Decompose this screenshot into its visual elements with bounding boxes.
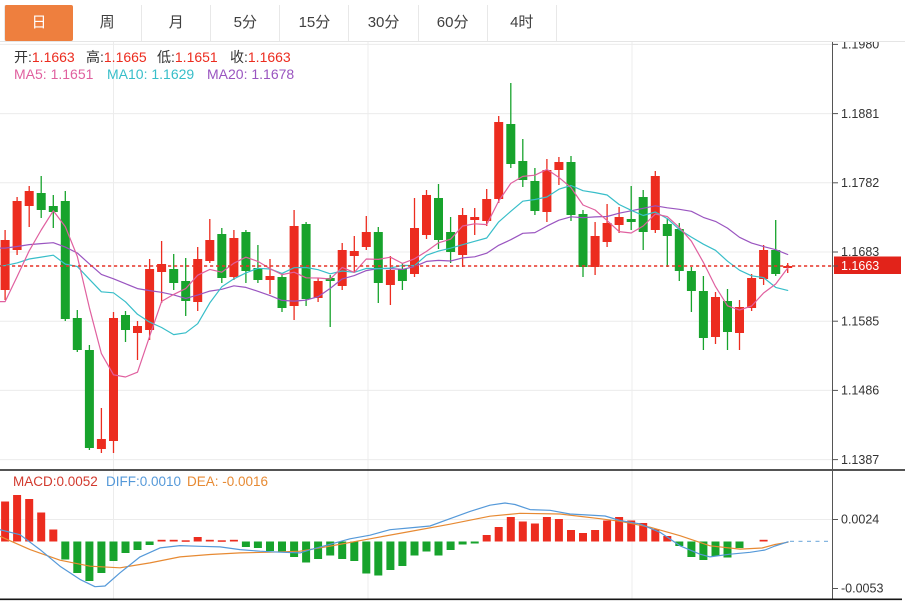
- svg-text:1.1486: 1.1486: [841, 384, 879, 398]
- svg-text:1.1782: 1.1782: [841, 176, 879, 190]
- svg-text:0.0024: 0.0024: [841, 513, 879, 527]
- svg-text:1.1683: 1.1683: [841, 245, 879, 259]
- svg-text:1.1663: 1.1663: [841, 259, 879, 273]
- svg-text:1.1585: 1.1585: [841, 314, 879, 328]
- svg-text:1.1387: 1.1387: [841, 453, 879, 467]
- svg-text:1.1881: 1.1881: [841, 107, 879, 121]
- svg-text:-0.0053: -0.0053: [841, 582, 883, 596]
